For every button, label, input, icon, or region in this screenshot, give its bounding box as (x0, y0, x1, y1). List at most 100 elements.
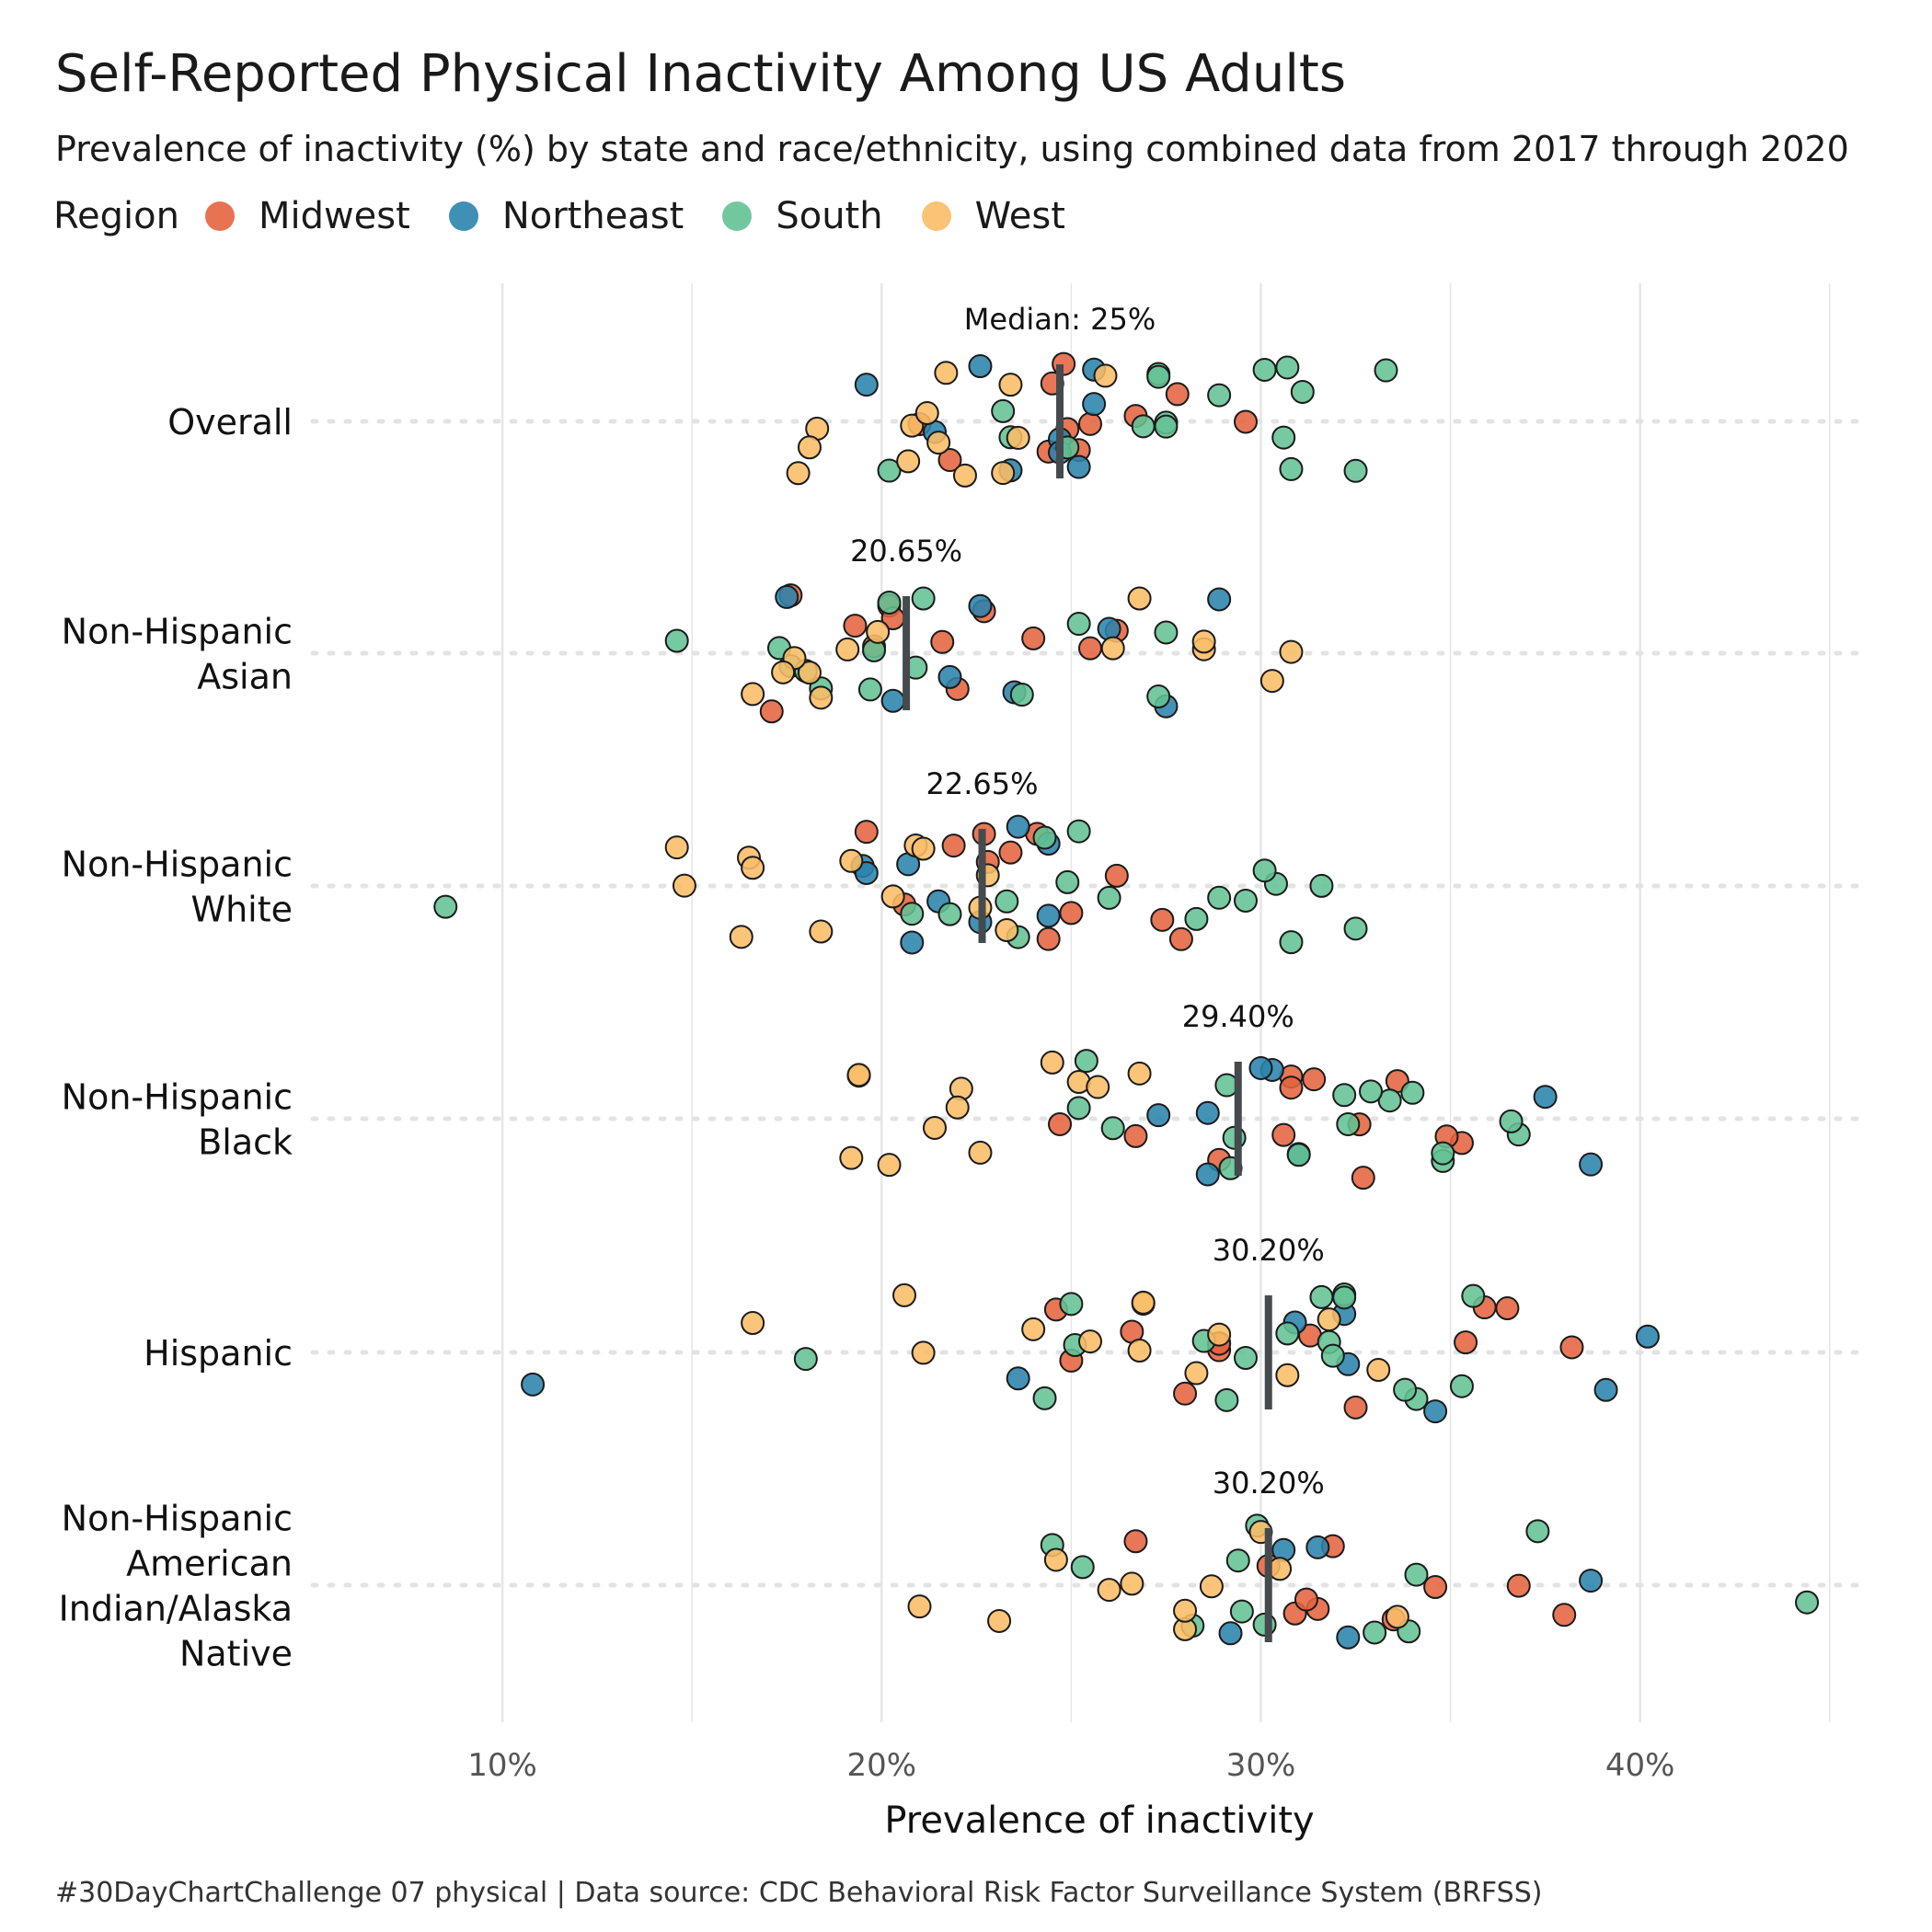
point-south (1290, 379, 1315, 404)
point-west (1127, 1061, 1152, 1086)
point-west (741, 856, 765, 880)
point-midwest (1454, 1330, 1478, 1355)
point-west (846, 1063, 871, 1087)
point-south (1343, 916, 1368, 941)
point-midwest (930, 629, 955, 654)
point-west (1173, 1598, 1198, 1623)
point-west (952, 463, 977, 488)
point-midwest (1559, 1335, 1584, 1360)
point-south (1252, 858, 1277, 883)
legend-swatch-west (921, 201, 951, 231)
point-south (1070, 1555, 1095, 1580)
point-midwest (941, 834, 966, 858)
point-midwest (1351, 1166, 1375, 1190)
point-south (1222, 1125, 1247, 1150)
point-west (866, 619, 891, 644)
category-label: Non-Hispanic Black (62, 1077, 293, 1163)
point-west (923, 1115, 947, 1140)
point-northeast (880, 688, 905, 713)
point-south (1154, 414, 1179, 439)
point-west (911, 836, 936, 861)
point-midwest (1078, 411, 1102, 436)
point-midwest (1123, 1123, 1148, 1148)
point-west (1127, 1339, 1152, 1363)
point-midwest (1048, 1111, 1073, 1136)
point-south (1146, 684, 1171, 709)
point-northeast (1082, 392, 1107, 417)
point-south (1229, 1599, 1254, 1624)
point-northeast (1248, 1055, 1273, 1080)
point-west (1199, 1574, 1224, 1599)
point-south (877, 590, 902, 615)
point-northeast (521, 1372, 546, 1397)
point-west (1275, 1363, 1300, 1387)
point-south (1207, 885, 1232, 910)
point-south (900, 902, 925, 926)
point-northeast (1006, 814, 1030, 839)
point-midwest (759, 699, 784, 724)
point-west (809, 919, 834, 944)
point-west (672, 873, 696, 898)
point-midwest (1506, 1573, 1531, 1598)
median-label: Median: 25% (964, 302, 1156, 337)
point-west (835, 637, 860, 661)
point-west (1100, 636, 1125, 661)
point-south (937, 902, 962, 926)
point-northeast (1218, 1621, 1243, 1646)
median-label: 30.20% (1213, 1233, 1325, 1268)
point-south (1404, 1562, 1429, 1587)
point-west (839, 1145, 864, 1170)
point-midwest (1552, 1603, 1577, 1627)
point-midwest (1123, 1529, 1148, 1554)
chart-caption: #30DayChartChallenge 07 physical | Data … (55, 1877, 1543, 1909)
point-south (1499, 1109, 1524, 1133)
point-south (1100, 1116, 1125, 1141)
point-midwest (1302, 1067, 1327, 1092)
point-northeast (1195, 1162, 1220, 1187)
point-west (1120, 1571, 1144, 1596)
point-west (797, 435, 822, 460)
point-south (911, 586, 936, 611)
point-west (729, 925, 753, 949)
point-west (1385, 1604, 1409, 1629)
point-west (664, 835, 689, 860)
point-south (1032, 825, 1057, 850)
point-northeast (1006, 1366, 1030, 1391)
point-midwest (1423, 1575, 1448, 1600)
point-west (896, 449, 921, 474)
point-west (987, 1608, 1012, 1633)
point-south (1234, 1345, 1258, 1370)
point-south (1055, 869, 1080, 894)
point-northeast (1423, 1399, 1448, 1424)
point-northeast (1207, 587, 1232, 612)
point-west (945, 1095, 970, 1120)
category-label: Overall (167, 402, 293, 443)
point-west (1184, 1361, 1209, 1386)
category-label: Non-Hispanic Asian (62, 612, 293, 697)
point-west (991, 461, 1016, 486)
point-south (1343, 458, 1368, 483)
point-south (1275, 1321, 1300, 1346)
point-south (1207, 383, 1232, 408)
point-south (1066, 819, 1091, 844)
point-south (1009, 683, 1034, 707)
point-northeast (937, 664, 962, 689)
point-midwest (1279, 1075, 1304, 1100)
point-south (1393, 1377, 1418, 1402)
point-midwest (1078, 636, 1102, 661)
point-midwest (937, 448, 962, 473)
point-west (1086, 1075, 1110, 1099)
point-south (857, 677, 882, 702)
median-label: 30.20% (1213, 1466, 1325, 1501)
point-south (793, 1347, 818, 1372)
point-south (1400, 1080, 1425, 1105)
point-midwest (1036, 926, 1061, 951)
point-west (839, 848, 864, 873)
point-northeast (775, 584, 799, 609)
point-south (1449, 1374, 1474, 1398)
point-west (1279, 639, 1304, 664)
point-west (914, 401, 939, 426)
point-west (1191, 629, 1216, 654)
legend-label-northeast: Northeast (501, 195, 684, 237)
